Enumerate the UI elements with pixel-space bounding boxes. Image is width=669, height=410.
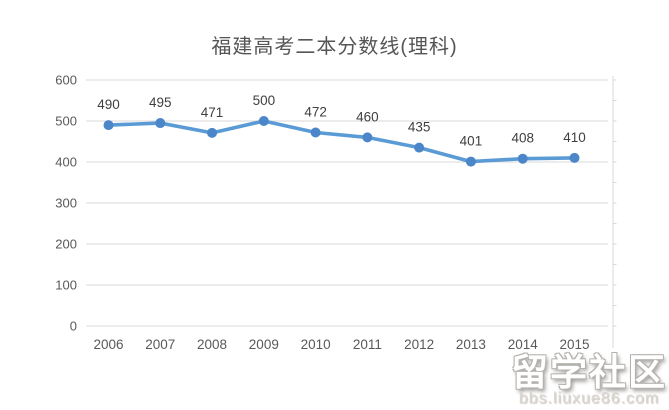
x-axis-tick-label: 2012 [404, 337, 434, 352]
y-axis-tick-label: 300 [55, 196, 77, 211]
y-axis-tick-label: 0 [70, 319, 77, 334]
data-point-label: 401 [460, 134, 483, 149]
chart-title: 福建高考二本分数线(理科) [211, 36, 458, 58]
y-axis-tick-label: 400 [55, 155, 77, 170]
data-point-marker [569, 152, 580, 163]
x-axis-tick-label: 2013 [456, 337, 486, 352]
data-point-marker [103, 120, 114, 131]
data-point-label: 471 [201, 105, 224, 120]
x-axis-tick-label: 2006 [93, 337, 123, 352]
data-point-marker [207, 127, 218, 138]
x-axis-tick-label: 2010 [301, 337, 331, 352]
series-line [106, 119, 577, 164]
data-point-marker [414, 142, 425, 153]
x-axis-tick-label: 2015 [559, 337, 589, 352]
data-point-marker [362, 132, 373, 143]
data-point-marker [258, 116, 269, 126]
data-point-label: 460 [356, 109, 379, 124]
y-axis-tick-label: 200 [55, 237, 77, 252]
data-point-marker [517, 153, 528, 164]
y-axis-tick-label: 100 [55, 278, 77, 293]
data-point-label: 490 [97, 97, 120, 112]
data-point-label: 408 [511, 131, 534, 146]
data-point-marker [155, 118, 166, 129]
data-point-label: 435 [408, 120, 431, 135]
x-axis-tick-label: 2009 [249, 337, 279, 352]
y-axis-tick-label: 600 [55, 73, 77, 88]
data-point-label: 472 [304, 104, 327, 119]
data-point-marker [465, 156, 476, 167]
data-point-label: 495 [149, 95, 172, 110]
x-axis-tick-label: 2007 [145, 337, 175, 352]
y-axis-tick-label: 500 [55, 114, 77, 129]
x-axis-tick-label: 2008 [197, 337, 227, 352]
x-axis-tick-label: 2014 [508, 337, 539, 352]
data-point-marker [310, 127, 321, 138]
x-axis-tick-label: 2011 [353, 337, 382, 352]
data-point-label: 500 [253, 93, 276, 108]
data-point-label: 410 [563, 130, 586, 145]
